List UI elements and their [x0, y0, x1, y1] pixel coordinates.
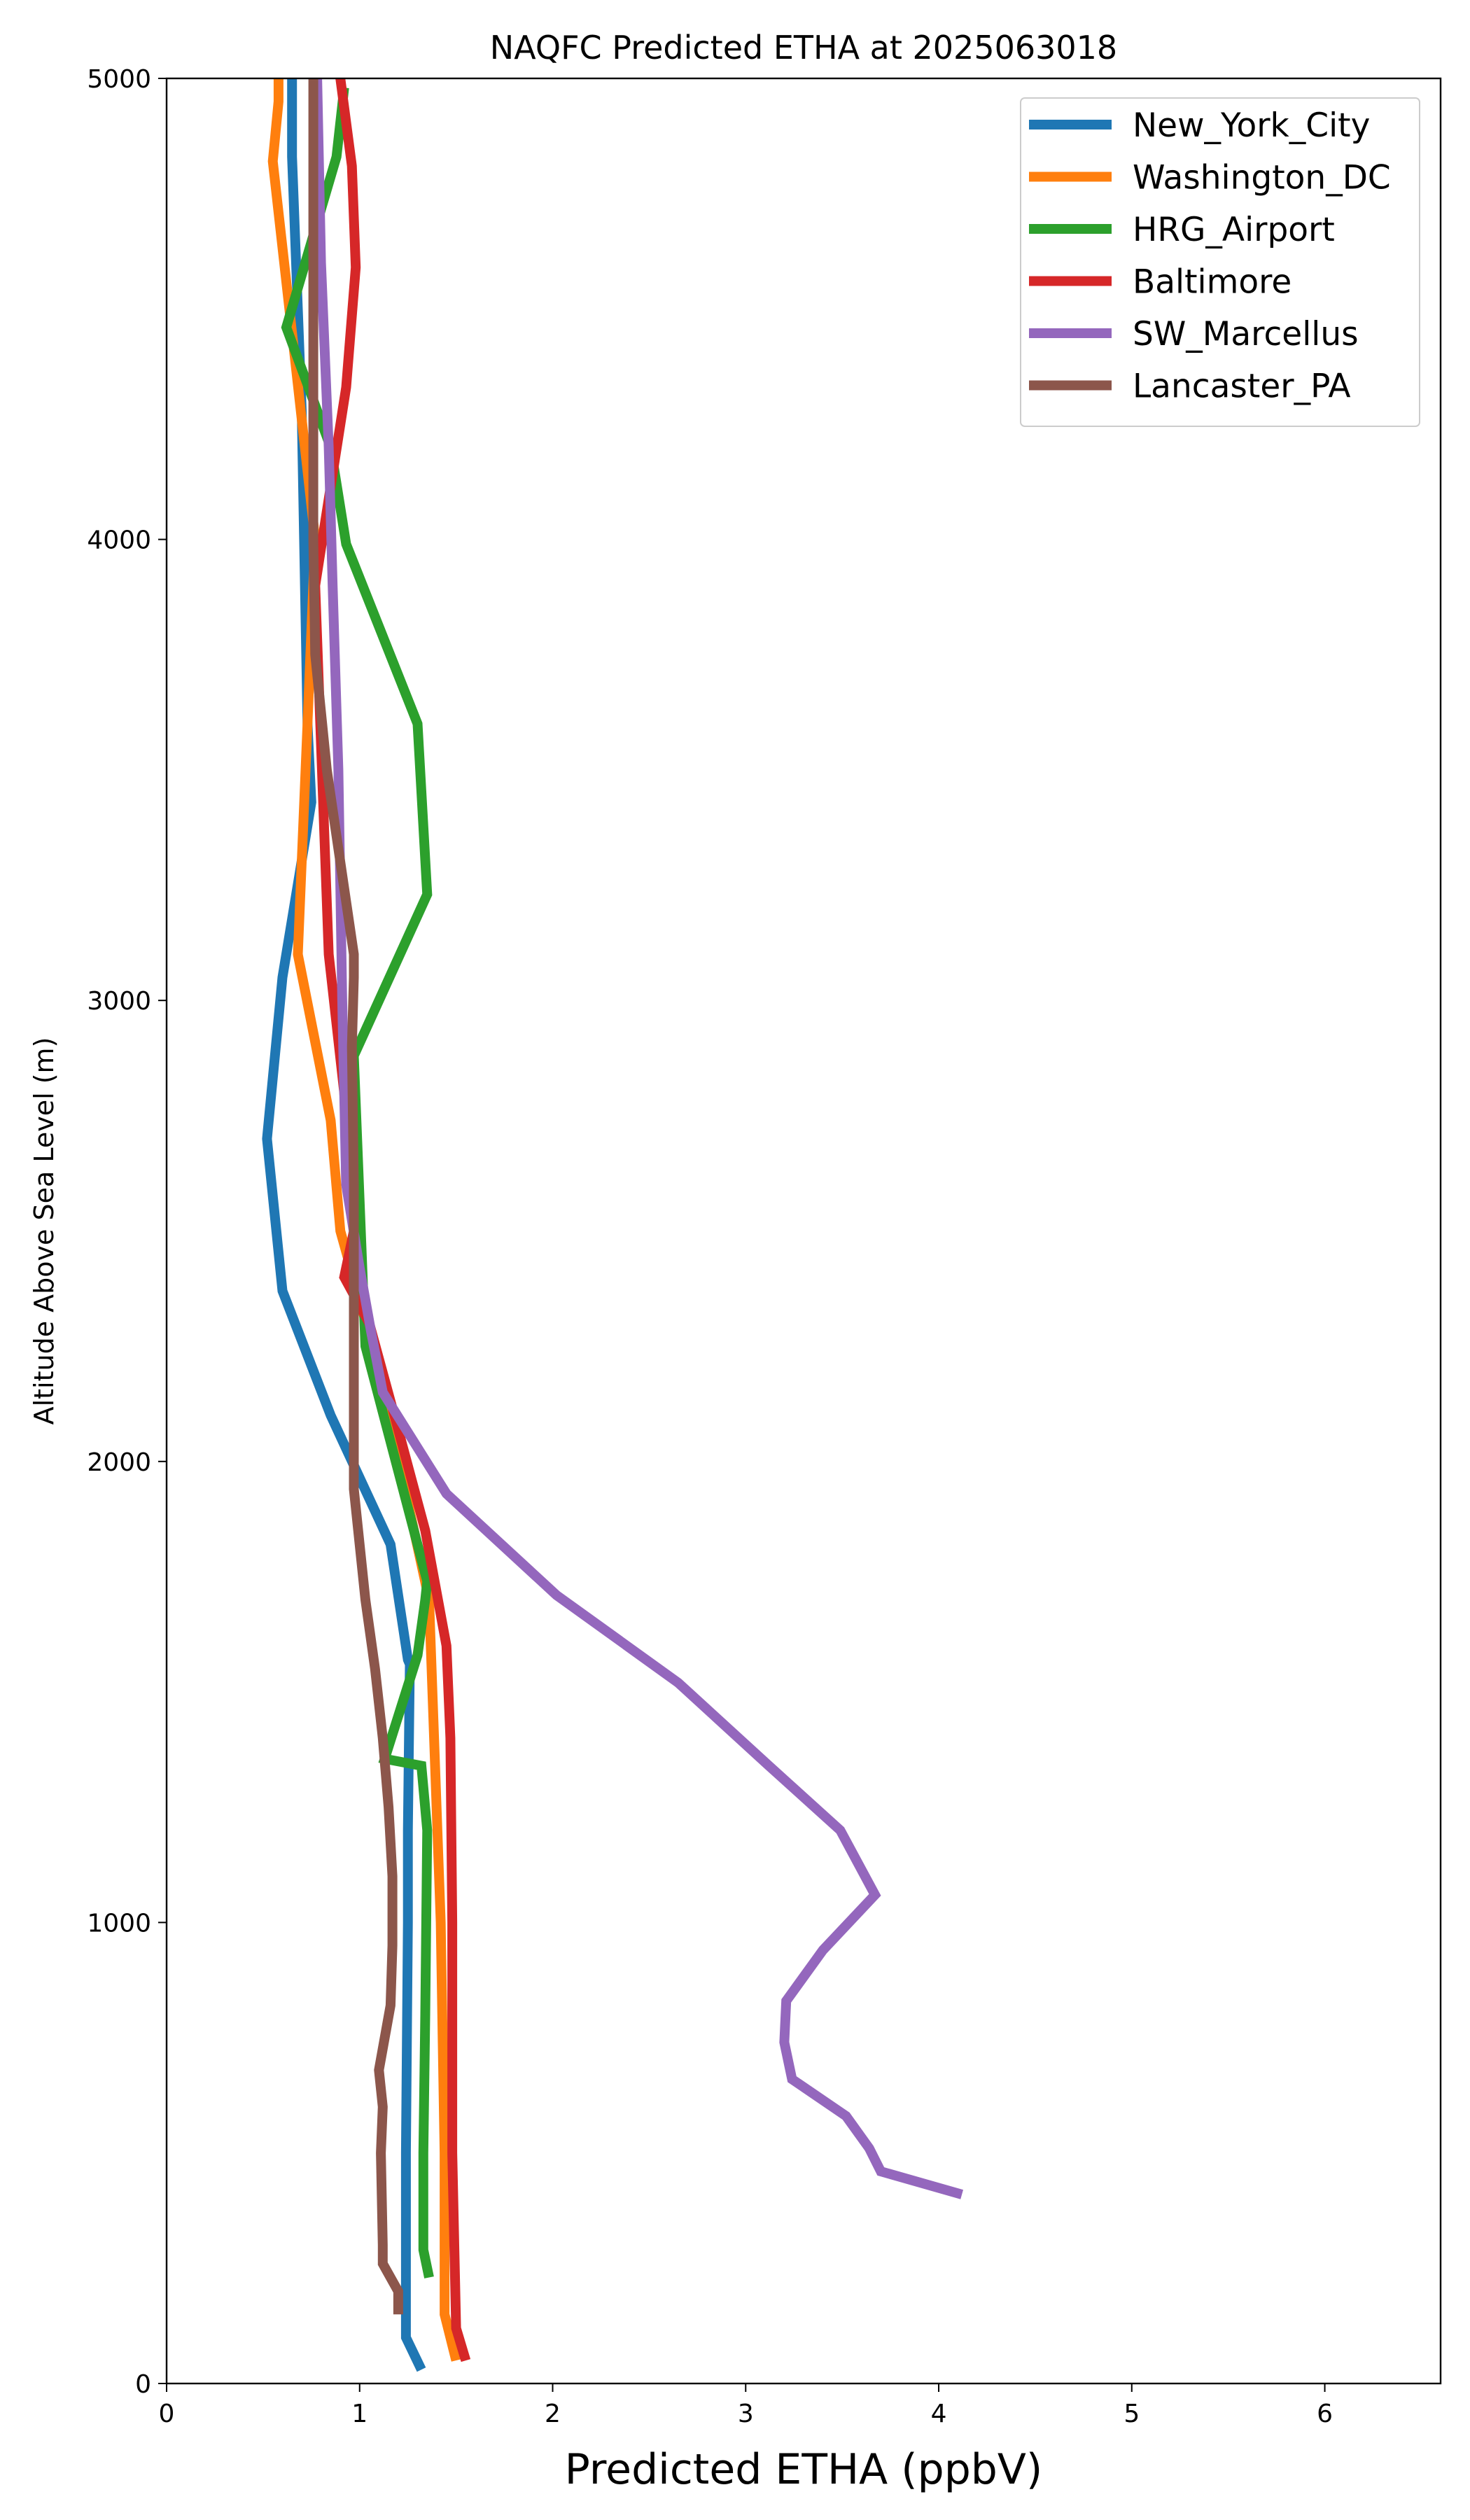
legend-label: SW_Marcellus: [1133, 315, 1359, 354]
y-tick-label: 4000: [87, 526, 151, 555]
series-line-lancaster-pa: [308, 78, 403, 2315]
x-tick-label: 6: [1317, 2400, 1333, 2428]
legend: New_York_City Washington_DC HRG_Airport Bal…: [1020, 97, 1420, 427]
y-tick-label: 3000: [87, 987, 151, 1016]
legend-label: Washington_DC: [1133, 159, 1391, 197]
x-axis-label: Predicted ETHA (ppbV): [565, 2445, 1043, 2494]
plot-area: [167, 78, 1441, 2384]
series-line-new-york-city: [262, 78, 426, 2372]
legend-label: Lancaster_PA: [1133, 368, 1351, 406]
y-tick-label: 0: [135, 2370, 151, 2399]
y-tick-label: 2000: [87, 1448, 151, 1477]
series-lines: [262, 78, 964, 2372]
y-tick-label: 5000: [87, 65, 151, 94]
legend-label: HRG_Airport: [1133, 211, 1335, 249]
series-line-washington-dc: [267, 78, 461, 2362]
y-tick-label: 1000: [87, 1909, 151, 1938]
legend-box: [1020, 97, 1420, 427]
legend-label: Baltimore: [1133, 263, 1292, 302]
x-tick-label: 2: [545, 2400, 561, 2428]
y-axis-label: Altitude Above Sea Level (m): [29, 1037, 59, 1425]
legend-label: New_York_City: [1133, 106, 1370, 145]
x-tick-label: 4: [931, 2400, 947, 2428]
series-line-sw-marcellus: [312, 78, 964, 2199]
x-tick-label: 0: [159, 2400, 175, 2428]
axes-frame: [165, 77, 1442, 2385]
x-tick-label: 1: [351, 2400, 368, 2428]
chart-title: NAQFC Predicted ETHA at 2025063018: [490, 29, 1117, 66]
x-tick-label: 5: [1124, 2400, 1140, 2428]
x-axis-ticks: 0 1 2 3 4 5 6: [159, 2384, 1333, 2428]
plot-background: [167, 78, 1441, 2384]
x-tick-label: 3: [738, 2400, 754, 2428]
y-axis-ticks: 0 1000 2000 3000 4000 5000: [87, 65, 167, 2399]
